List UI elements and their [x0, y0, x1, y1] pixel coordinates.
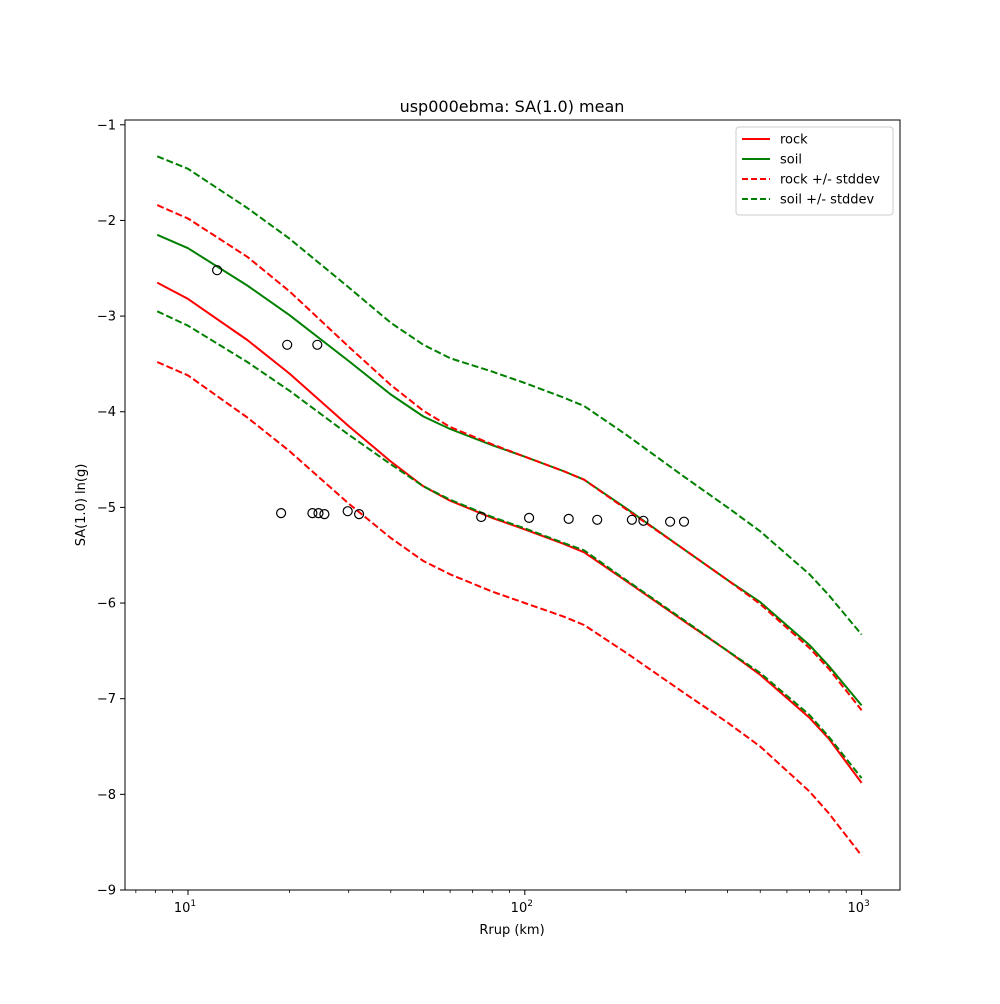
legend: rock soil rock +/- stddev soil +/- stddev [735, 126, 894, 216]
observation-point [563, 513, 574, 525]
x-tick-label: 103 [847, 899, 869, 916]
series-line-4 [156, 155, 863, 636]
observation-point [276, 507, 287, 519]
x-tick-label: 102 [511, 899, 533, 916]
y-tick-label: −4 [97, 405, 116, 420]
y-tick-label: −7 [97, 692, 116, 707]
x-tick-base: 10 [511, 901, 528, 916]
legend-label: soil +/- stddev [780, 193, 875, 208]
x-tick-exponent: 3 [864, 899, 870, 909]
observation-point [523, 512, 535, 524]
x-tick-exponent: 1 [190, 899, 196, 909]
observation-point [319, 508, 330, 520]
x-tick-label: 101 [174, 899, 196, 916]
series-line-5 [156, 310, 863, 779]
x-axis-label: Rrup (km) [479, 923, 544, 938]
x-tick-base: 10 [174, 901, 191, 916]
legend-label: rock [780, 133, 808, 148]
legend-label: soil [780, 153, 802, 168]
observation-point [592, 514, 603, 525]
legend-box [735, 126, 894, 216]
y-tick-label: −3 [97, 310, 116, 325]
y-tick-label: −6 [97, 597, 116, 612]
observation-point [282, 339, 293, 350]
y-axis-label: SA(1.0) ln(g) [74, 464, 89, 547]
axes-frame [124, 119, 901, 891]
y-tick-label: −8 [97, 788, 116, 803]
observation-point [354, 508, 365, 520]
y-tick-label: −2 [97, 214, 116, 229]
y-tick-label: −9 [97, 884, 116, 899]
x-tick-exponent: 2 [527, 899, 533, 909]
observation-point [342, 506, 353, 517]
observation-point [476, 511, 487, 523]
observation-point [312, 339, 323, 350]
plot-area [156, 155, 863, 857]
observation-point [307, 507, 318, 519]
series-line-3 [156, 361, 863, 857]
observation-point [313, 507, 324, 519]
observation-point [626, 514, 638, 525]
y-tick-label: −1 [97, 118, 116, 133]
legend-label: rock +/- stddev [780, 173, 880, 188]
observation-point [638, 515, 649, 526]
series-line-1 [156, 233, 863, 707]
series-line-0 [156, 281, 863, 784]
chart-title: usp000ebma: SA(1.0) mean [400, 97, 625, 116]
observation-point [212, 265, 223, 276]
x-tick-base: 10 [847, 901, 864, 916]
observation-point [678, 516, 690, 527]
observation-point [664, 516, 676, 527]
y-tick-label: −5 [97, 501, 116, 516]
